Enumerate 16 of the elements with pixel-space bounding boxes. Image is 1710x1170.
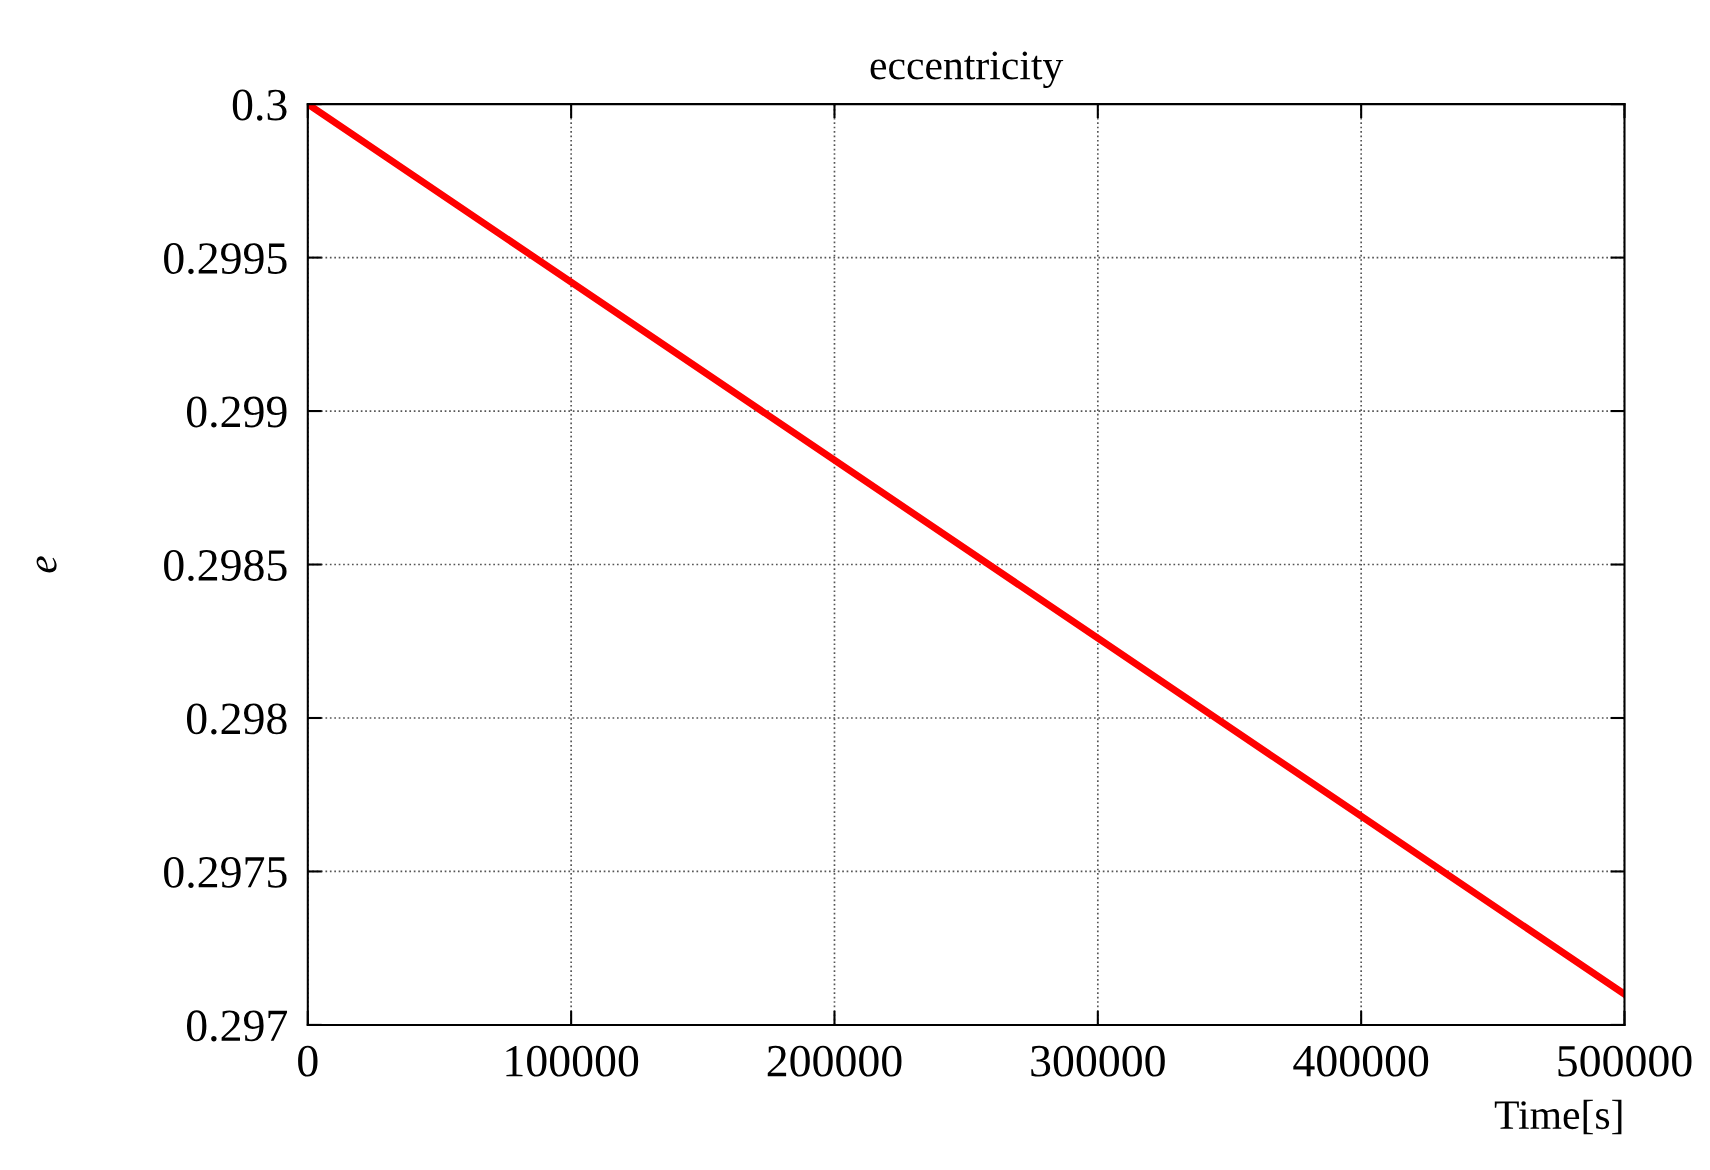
x-tick-label: 400000 — [1293, 1045, 1429, 1077]
y-tick-label: 0.297 — [186, 1010, 288, 1042]
x-tick-label: 500000 — [1558, 1045, 1692, 1077]
y-tick-label: 0.299 — [186, 396, 287, 428]
x-tick-label: 200000 — [767, 1045, 902, 1077]
x-axis-title: Time[s] — [1494, 1099, 1622, 1135]
y-tick-label: 0.2995 — [164, 243, 287, 275]
y-tick-label: 0.2985 — [164, 549, 287, 582]
x-tick-label: 100000 — [506, 1045, 639, 1077]
x-tick-label: 300000 — [1031, 1045, 1165, 1077]
chart-title: eccentricity — [870, 51, 1064, 89]
y-axis-title: e — [36, 556, 57, 573]
y-tick-label: 0.298 — [186, 703, 287, 735]
x-tick-label: 0 — [298, 1045, 318, 1077]
y-tick-label: 0.3 — [232, 89, 287, 121]
y-tick-label: 0.2975 — [164, 856, 287, 889]
